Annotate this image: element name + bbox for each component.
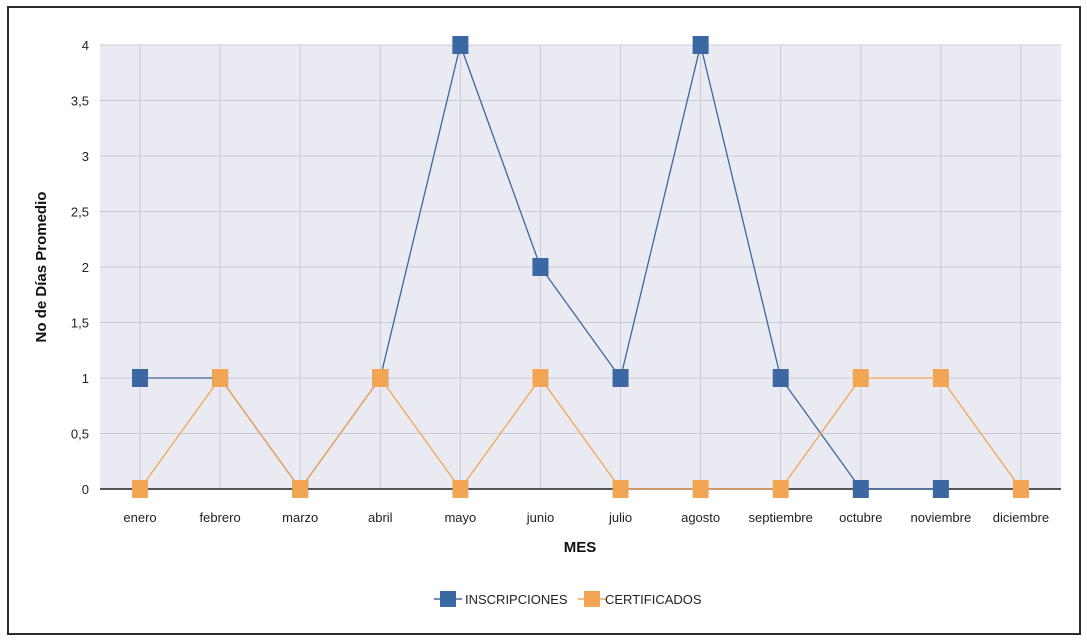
point-certificados-noviembre [932, 369, 949, 387]
x-tick-label-febrero: febrero [200, 510, 241, 525]
series-line-certificados [139, 376, 1022, 491]
point-inscripciones-noviembre [932, 480, 949, 498]
x-tick-label-enero: enero [123, 510, 156, 525]
point-certificados-diciembre [1012, 480, 1029, 498]
legend-item-certificados[interactable]: CERTIFICADOS [578, 591, 702, 607]
point-certificados-enero [132, 480, 149, 498]
x-tick-labels: enero febrero marzo abril mayo junio julio agos… [123, 510, 1049, 525]
series-layer [132, 36, 1029, 498]
y-tick-label: 3,5 [71, 94, 89, 109]
y-tick-label: 2 [82, 260, 89, 275]
point-inscripciones-junio [532, 258, 549, 276]
y-tick-label: 4 [82, 38, 89, 53]
y-tick-labels: 0 0,5 1 1,5 2 2,5 3 3,5 4 [71, 38, 89, 497]
x-tick-label-agosto: agosto [681, 510, 720, 525]
y-tick-label: 2,5 [71, 205, 89, 220]
x-tick-label-abril: abril [368, 510, 393, 525]
legend-item-inscripciones[interactable]: INSCRIPCIONES [434, 591, 568, 607]
x-tick-label-septiembre: septiembre [749, 510, 813, 525]
point-inscripciones-enero [132, 369, 149, 387]
point-certificados-marzo [292, 480, 309, 498]
y-tick-label: 0 [82, 482, 89, 497]
point-inscripciones-septiembre [772, 369, 789, 387]
point-inscripciones-mayo [452, 36, 469, 54]
legend-label-certificados: CERTIFICADOS [605, 592, 702, 607]
x-tick-label-noviembre: noviembre [911, 510, 972, 525]
y-tick-label: 3 [82, 149, 89, 164]
point-certificados-junio [532, 369, 549, 387]
legend-marker-inscripciones [440, 591, 456, 607]
point-certificados-mayo [452, 480, 469, 498]
y-tick-label: 1,5 [71, 316, 89, 331]
point-inscripciones-agosto [692, 36, 709, 54]
x-tick-label-octubre: octubre [839, 510, 882, 525]
x-tick-label-mayo: mayo [444, 510, 476, 525]
x-tick-label-julio: julio [608, 510, 632, 525]
x-tick-label-diciembre: diciembre [993, 510, 1049, 525]
point-certificados-septiembre [772, 480, 789, 498]
point-certificados-octubre [852, 369, 869, 387]
series-certificados [132, 369, 1029, 498]
point-inscripciones-octubre [852, 480, 869, 498]
legend: INSCRIPCIONES CERTIFICADOS [434, 591, 702, 607]
point-certificados-febrero [212, 369, 229, 387]
x-axis-title: MES [564, 539, 597, 556]
point-certificados-julio [612, 480, 629, 498]
legend-label-inscripciones: INSCRIPCIONES [465, 592, 568, 607]
y-axis-title: No de Días Promedio [33, 192, 50, 343]
point-certificados-abril [372, 369, 389, 387]
x-tick-label-junio: junio [526, 510, 554, 525]
y-tick-label: 0,5 [71, 427, 89, 442]
point-inscripciones-julio [612, 369, 629, 387]
point-certificados-agosto [692, 480, 709, 498]
legend-marker-certificados [584, 591, 600, 607]
x-tick-label-marzo: marzo [282, 510, 318, 525]
y-tick-label: 1 [82, 371, 89, 386]
